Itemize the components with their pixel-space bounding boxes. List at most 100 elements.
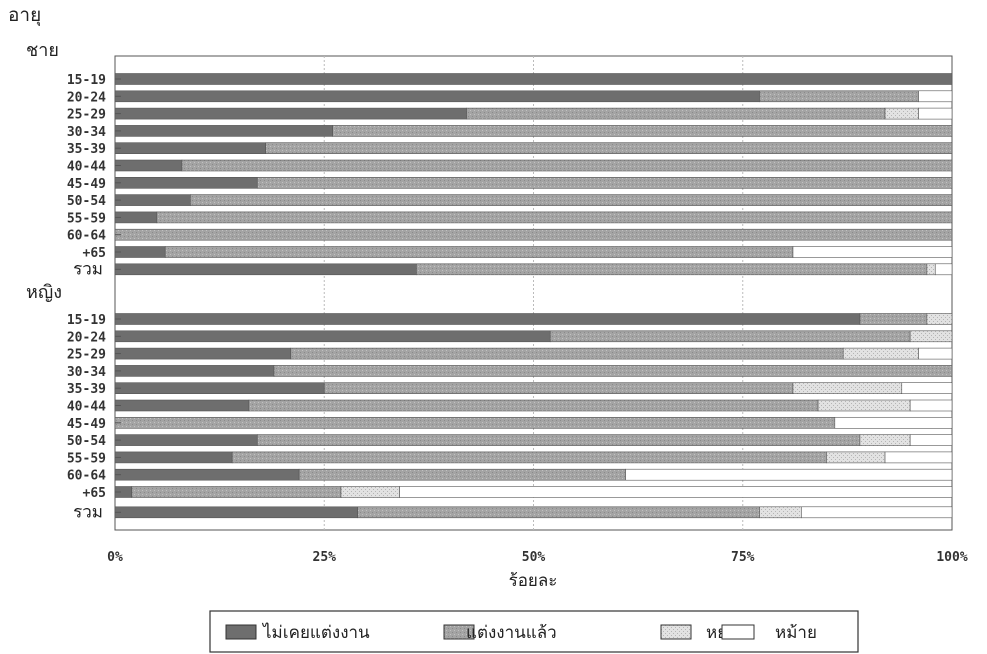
bar-segment — [901, 382, 953, 395]
y-axis-title: อายุ — [8, 4, 41, 27]
legend-swatch — [660, 624, 692, 640]
bar-segment — [918, 347, 953, 360]
category-label: 60-64 — [67, 469, 106, 484]
category-label: 40-44 — [67, 160, 106, 175]
legend-label: ไม่เคยแต่งงาน — [261, 622, 370, 643]
bar-segment — [114, 107, 467, 120]
group-label: หญิง — [26, 282, 62, 303]
category-label: 55-59 — [67, 211, 106, 226]
bar-segment — [909, 330, 953, 343]
category-labels: ชาย 15-19 20-24 25-29 30-34 35-39 40-44 45-49 50… — [26, 40, 121, 522]
bar-segment — [114, 468, 300, 481]
category-label: 15-19 — [67, 313, 106, 328]
bar-segment — [114, 399, 250, 412]
bar-segment — [918, 90, 953, 103]
bar-segment — [859, 313, 928, 325]
x-tick-labels: 0% 25% 50% 75% 100% — [107, 550, 968, 565]
bar-segment — [884, 451, 953, 464]
bar-segment — [114, 194, 191, 206]
category-label: +65 — [83, 486, 106, 501]
bar-segment — [399, 486, 953, 498]
bar-segment — [792, 246, 953, 258]
legend-swatch — [721, 624, 755, 640]
bar-segment — [340, 486, 400, 498]
category-label: 35-39 — [67, 142, 106, 157]
x-tick-label: 75% — [731, 550, 755, 565]
bar-segment — [114, 159, 183, 172]
bar-segment — [934, 263, 953, 276]
category-label: 40-44 — [67, 400, 106, 415]
category-label: 35-39 — [67, 382, 106, 397]
category-label: 50-54 — [67, 194, 106, 209]
bar-segment — [181, 159, 953, 172]
legend-label: แต่งงานแล้ว — [466, 623, 557, 643]
bar-segment — [416, 263, 928, 276]
bar-segment — [114, 73, 953, 85]
category-label: 25-29 — [67, 348, 106, 363]
bar-segment — [265, 142, 953, 154]
bar-segment — [131, 486, 342, 498]
x-tick-label: 0% — [107, 550, 123, 565]
bar-segment — [114, 313, 861, 325]
bar-segment — [114, 125, 333, 137]
category-label: 45-49 — [67, 417, 106, 432]
legend-label: หม้าย — [775, 623, 817, 643]
category-label: รวม — [73, 502, 103, 522]
bar-segment — [909, 399, 953, 412]
x-tick-label: 25% — [313, 550, 337, 565]
legend-items: ไม่เคยแต่งงาน แต่งงานแล้ว หย่า หม้าย — [225, 622, 817, 643]
bar-segment — [231, 451, 827, 464]
bar-segment — [826, 451, 886, 464]
bar-segment — [114, 416, 836, 429]
bar-segment — [357, 506, 760, 519]
bar-segment — [156, 211, 953, 224]
x-axis-label: ร้อยละ — [509, 571, 558, 591]
category-label: 55-59 — [67, 451, 106, 466]
category-label: 45-49 — [67, 177, 106, 192]
bar-segment — [114, 365, 275, 377]
legend-swatch — [225, 624, 257, 640]
bar-segment — [298, 468, 626, 481]
bar-segment — [884, 107, 919, 120]
bar-segment — [256, 177, 953, 189]
bar-segment — [801, 506, 953, 519]
bar-segment — [842, 347, 919, 360]
bar-segment — [114, 382, 325, 395]
bar-segment — [332, 125, 953, 137]
bar-segment — [114, 228, 953, 241]
bar-segment — [114, 434, 258, 446]
bar-segment — [114, 142, 266, 154]
bar-segment — [248, 399, 819, 412]
bar-segment — [834, 416, 953, 429]
category-label: +65 — [83, 246, 106, 261]
bar-segment — [290, 347, 844, 360]
bar-segment — [792, 382, 903, 395]
bar-segment — [190, 194, 953, 206]
grid-lines — [323, 56, 744, 530]
bar-segment — [114, 211, 158, 224]
x-tick-label: 100% — [936, 550, 967, 565]
bar-segment — [918, 107, 953, 120]
bar-segment — [909, 434, 953, 446]
bar-segment — [114, 263, 417, 276]
bar-segment — [926, 263, 936, 276]
bar-segment — [759, 90, 919, 103]
category-label: รวม — [73, 259, 103, 279]
category-label: 30-34 — [67, 365, 106, 380]
bar-segment — [164, 246, 794, 258]
bar-segment — [759, 506, 802, 519]
bar-segment — [859, 434, 911, 446]
bar-segment — [926, 313, 953, 325]
bar-segment — [466, 107, 886, 120]
bar-segment — [625, 468, 953, 481]
category-label: 30-34 — [67, 125, 106, 140]
category-label: 25-29 — [67, 108, 106, 123]
category-label: 20-24 — [67, 90, 106, 105]
bars — [114, 73, 953, 519]
category-label: 60-64 — [67, 229, 106, 244]
category-label: 50-54 — [67, 434, 106, 449]
bar-segment — [114, 347, 292, 360]
bar-segment — [114, 90, 760, 103]
legend-swatch — [443, 624, 475, 640]
